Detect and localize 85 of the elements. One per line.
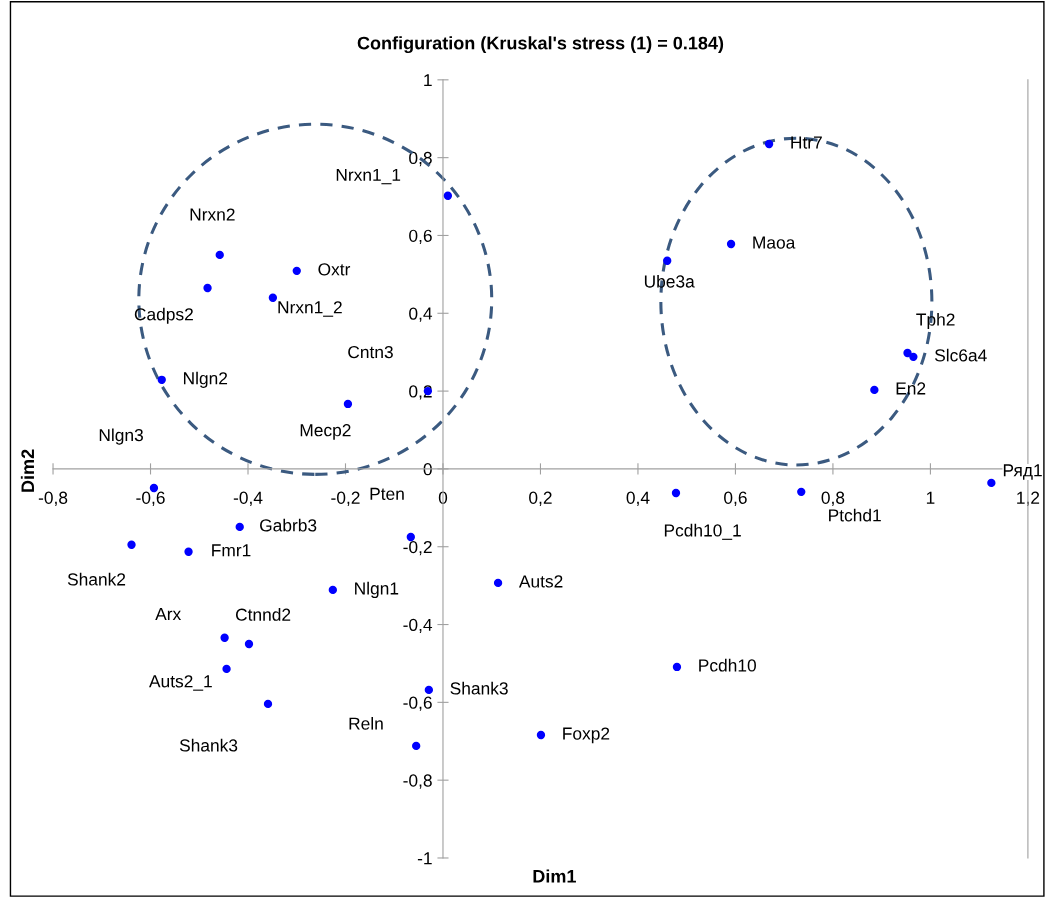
y-tick-label: 0,6 — [409, 229, 432, 244]
y-tick-label: -1 — [417, 852, 432, 865]
annotation: Pcdh10 — [699, 658, 756, 672]
annotation: Tph2 — [916, 312, 955, 330]
point — [184, 547, 193, 556]
point — [328, 585, 337, 595]
x-tick-label: -0,6 — [136, 491, 165, 506]
point — [127, 540, 136, 549]
point — [268, 293, 278, 302]
annotation: En2 — [896, 382, 926, 395]
annotation: Auts2 — [518, 575, 563, 588]
x-tick-label: 0,8 — [821, 491, 845, 506]
annotation: Maoa — [753, 236, 796, 249]
point — [903, 348, 912, 358]
x-tick-label: 0,4 — [626, 491, 650, 506]
point — [220, 633, 229, 642]
y-axis-title: Dim2 — [20, 449, 34, 492]
annotation: Shank2 — [67, 572, 126, 586]
annotation: Cntn3 — [348, 345, 393, 359]
y-tick-label: 1 — [424, 74, 432, 87]
annotation: Nrxn1_1 — [336, 168, 401, 185]
x-tick-label: 1 — [926, 491, 935, 504]
point — [672, 662, 682, 672]
point — [987, 478, 996, 488]
annotation: Nlgn1 — [355, 581, 399, 598]
annotation: Nrxn1_2 — [278, 301, 342, 317]
annotation: Fmr1 — [212, 544, 251, 557]
y-tick-label: -0,6 — [403, 696, 432, 711]
point — [909, 352, 918, 362]
x-tick-label: -0,8 — [38, 491, 68, 506]
point — [406, 532, 415, 542]
point — [671, 488, 681, 498]
annotation: Pcdh10_1 — [664, 523, 741, 540]
chart-title: Configuration (Kruskal's stress (1) = 0.184) — [357, 36, 724, 54]
point — [764, 139, 774, 149]
y-tick-label: 0,4 — [409, 307, 433, 322]
x-tick-label: 0,2 — [529, 491, 552, 506]
x-tick-label: -0,4 — [233, 491, 263, 506]
annotation: Nlgn2 — [183, 371, 228, 388]
annotation: Ptchd1 — [829, 508, 881, 522]
point — [870, 385, 879, 395]
annotation: Htr7 — [791, 136, 822, 149]
point — [424, 685, 434, 695]
annotation: Foxp2 — [563, 727, 610, 744]
annotation: Pten — [370, 487, 404, 500]
point — [663, 256, 672, 265]
annotation: Slc6a4 — [934, 348, 987, 362]
annotation: Nrxn2 — [190, 208, 235, 221]
point — [292, 266, 301, 276]
y-tick-label: -0,2 — [403, 540, 432, 556]
point — [797, 487, 806, 497]
y-tick-label: 0 — [423, 463, 432, 476]
point — [412, 741, 421, 751]
x-tick-label: -0,2 — [331, 491, 360, 506]
point — [726, 239, 736, 249]
point — [222, 664, 231, 674]
point — [493, 578, 503, 588]
annotation: Auts2_1 — [149, 675, 212, 691]
point — [235, 522, 244, 532]
x-tick-label: 0 — [438, 491, 448, 504]
annotation: Ube3a — [644, 274, 695, 288]
annotation: Cadps2 — [134, 307, 193, 324]
point — [203, 283, 212, 293]
annotation: Arx — [155, 608, 182, 621]
point — [263, 699, 273, 709]
y-tick-label: -0,4 — [403, 618, 433, 634]
annotation: Gabrb3 — [260, 518, 317, 532]
y-tick-label: -0,8 — [403, 774, 432, 789]
annotation: Ctnnd2 — [235, 608, 291, 621]
x-tick-label: 1,2 — [1017, 491, 1040, 506]
annotation: Shank3 — [179, 738, 238, 752]
annotation: Shank3 — [450, 681, 508, 695]
point — [244, 639, 254, 649]
point — [443, 191, 453, 200]
point — [157, 375, 166, 384]
point — [343, 399, 353, 409]
annotation: Mecp2 — [300, 424, 351, 440]
annotation: Oxtr — [318, 263, 351, 276]
x-tick-label: 0,6 — [724, 491, 747, 506]
point — [215, 250, 224, 260]
point — [536, 730, 546, 740]
annotation: Nlgn3 — [99, 428, 143, 445]
annotation: Ряд1 — [1003, 464, 1042, 480]
annotation: Reln — [349, 717, 383, 730]
x-axis-title: Dim1 — [533, 869, 576, 883]
